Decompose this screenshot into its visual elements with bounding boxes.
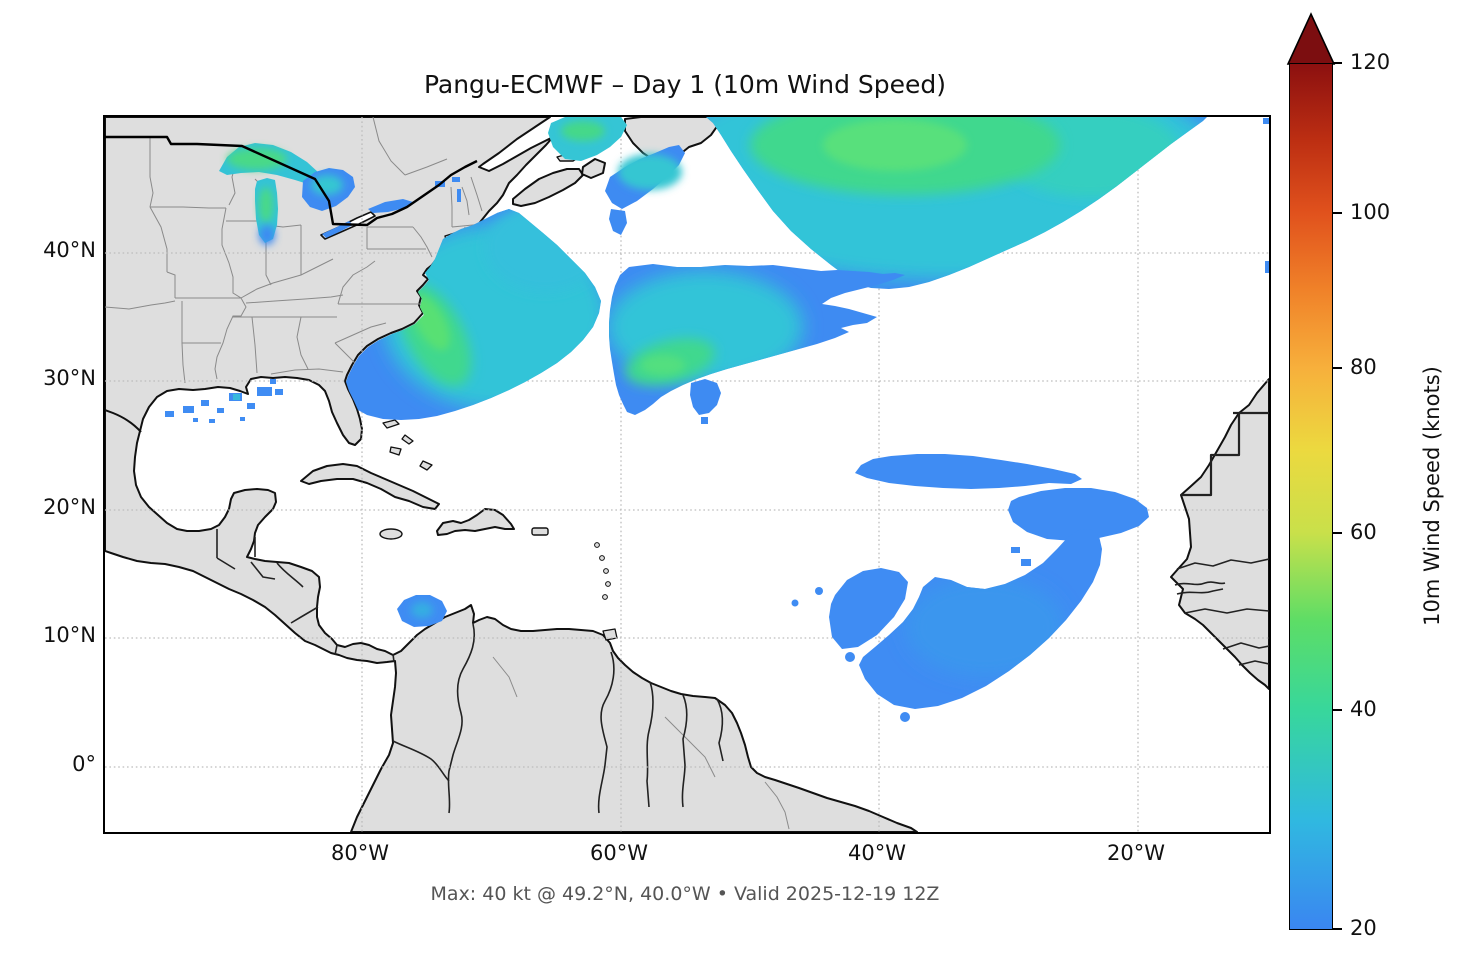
colorbar-extend-arrow xyxy=(1286,12,1336,65)
wind-region-trades-20n xyxy=(855,454,1149,577)
colorbar-tick-mark xyxy=(1333,62,1342,64)
colorbar-label-60: 60 xyxy=(1350,520,1377,544)
wind-region-gulf-specks xyxy=(165,379,283,423)
colorbar-label-40: 40 xyxy=(1350,697,1377,721)
colorbar-gradient xyxy=(1289,63,1333,930)
trinidad xyxy=(602,628,618,641)
nova-scotia xyxy=(512,168,584,207)
wind-region-trades-10n xyxy=(791,529,1102,722)
cape-breton xyxy=(581,158,606,179)
chart-title: Pangu-ECMWF – Day 1 (10m Wind Speed) xyxy=(423,70,947,99)
hispaniola xyxy=(436,508,515,536)
colorbar-tick-mark xyxy=(1333,709,1342,711)
y-tick-20n: 20°N xyxy=(43,495,96,519)
max-annotation: Max: 40 kt @ 49.2°N, 40.0°W • Valid 2025… xyxy=(430,883,940,905)
newfoundland xyxy=(624,117,719,162)
colorbar-label-20: 20 xyxy=(1350,916,1377,940)
y-tick-0: 0° xyxy=(72,752,96,776)
x-tick-80w: 80°W xyxy=(331,841,389,865)
x-tick-40w: 40°W xyxy=(848,841,906,865)
puerto-rico xyxy=(531,527,549,536)
colorbar-tick-mark xyxy=(1333,532,1342,534)
colorbar-tick-mark xyxy=(1333,928,1342,930)
y-tick-30n: 30°N xyxy=(43,366,96,390)
map-canvas xyxy=(105,117,1269,832)
colorbar-tick-mark xyxy=(1333,367,1342,369)
us-canada-border xyxy=(105,135,478,227)
lesser-antilles xyxy=(594,542,611,600)
cuba xyxy=(300,463,440,510)
wind-region-colombia xyxy=(397,595,447,627)
map-plot-area xyxy=(103,115,1271,834)
colorbar-tick-mark xyxy=(1333,212,1342,214)
y-tick-40n: 40°N xyxy=(43,238,96,262)
landmass-americas xyxy=(105,117,918,832)
colorbar-label-80: 80 xyxy=(1350,355,1377,379)
y-tick-10n: 10°N xyxy=(43,623,96,647)
x-tick-20w: 20°W xyxy=(1107,841,1165,865)
colorbar-axis-label: 10m Wind Speed (knots) xyxy=(1420,366,1444,626)
wind-region-central-atlantic xyxy=(609,264,905,424)
x-tick-60w: 60°W xyxy=(590,841,648,865)
colorbar-label-120: 120 xyxy=(1350,50,1391,74)
colorbar-label-100: 100 xyxy=(1350,200,1391,224)
bahamas xyxy=(382,419,433,471)
jamaica xyxy=(379,528,403,540)
country-borders xyxy=(105,409,1269,814)
